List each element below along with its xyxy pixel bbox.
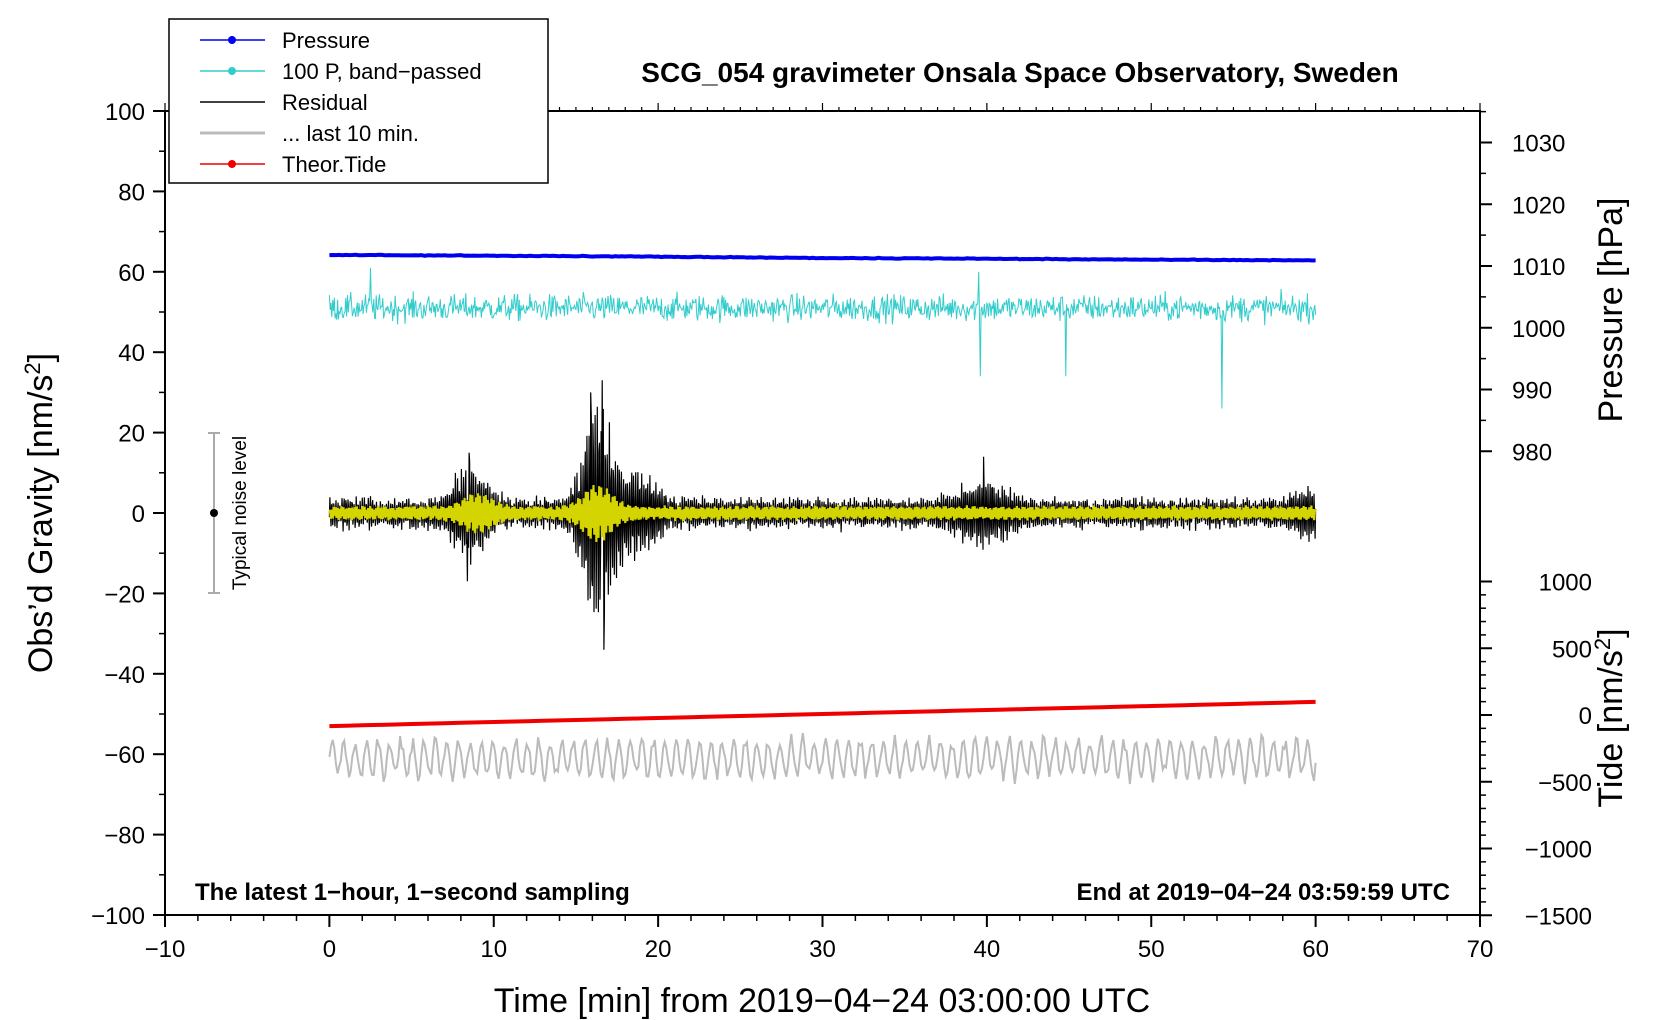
series-pressure-line xyxy=(329,252,1316,263)
pressure-tick-label: 980 xyxy=(1512,439,1552,466)
y-tick-label: 20 xyxy=(118,421,145,448)
legend-label: 100 P, band−passed xyxy=(282,59,482,84)
x-tick-label: 30 xyxy=(809,936,836,963)
x-tick-label: 0 xyxy=(323,936,336,963)
legend: Pressure 100 P, band−passed Residual ... la… xyxy=(168,18,549,184)
legend-entry: Theor.Tide xyxy=(200,152,386,177)
pressure-tick-label: 1000 xyxy=(1512,316,1565,343)
legend-entry: Pressure xyxy=(200,28,370,53)
legend-label: Pressure xyxy=(282,28,370,53)
series-long-period-line xyxy=(328,484,1317,543)
legend-marker xyxy=(228,67,236,75)
y-tick-label: 100 xyxy=(105,99,145,126)
legend-marker xyxy=(228,160,236,168)
x-tick-label: 60 xyxy=(1302,936,1329,963)
legend-entry: ... last 10 min. xyxy=(200,121,419,146)
chart-title: SCG_054 gravimeter Onsala Space Observat… xyxy=(641,57,1398,88)
y-tick-label: 80 xyxy=(118,179,145,206)
tide-tick-label: −1500 xyxy=(1525,903,1592,930)
series-layer xyxy=(328,252,1317,785)
series-band-passed-line xyxy=(328,267,1317,409)
legend-label: Residual xyxy=(282,90,368,115)
y-axis-title-tide: Tide [nm/s2] xyxy=(1590,628,1631,807)
y-tick-label: −20 xyxy=(104,581,145,608)
y-tick-label: 40 xyxy=(118,340,145,367)
y-tick-label: 0 xyxy=(132,501,145,528)
x-tick-label: 10 xyxy=(480,936,507,963)
series-last-10-min-line xyxy=(328,731,1317,785)
legend-entry: Residual xyxy=(200,90,368,115)
series-tide-line xyxy=(329,699,1316,729)
noise-level-label: Typical noise level xyxy=(230,436,251,590)
x-tick-label: 20 xyxy=(645,936,672,963)
y-tick-label: 60 xyxy=(118,260,145,287)
note-sampling: The latest 1−hour, 1−second sampling xyxy=(195,879,630,906)
legend-label: Theor.Tide xyxy=(282,152,386,177)
pressure-tick-label: 1010 xyxy=(1512,254,1565,281)
y-axis-title-left: Obs’d Gravity [nm/s2] xyxy=(20,353,61,673)
legend-label: ... last 10 min. xyxy=(282,121,419,146)
noise-level-indicator: Typical noise level xyxy=(208,432,251,594)
legend-marker xyxy=(228,36,236,44)
legend-entry: 100 P, band−passed xyxy=(200,59,482,84)
y-axis-title-pressure: Pressure [hPa] xyxy=(1592,198,1630,423)
y-tick-label: −60 xyxy=(104,742,145,769)
tide-tick-label: 0 xyxy=(1579,703,1592,730)
pressure-tick-label: 1030 xyxy=(1512,131,1565,158)
pressure-tick-label: 1020 xyxy=(1512,192,1565,219)
tide-tick-label: −500 xyxy=(1538,770,1592,797)
x-tick-label: −10 xyxy=(145,936,186,963)
y-tick-label: −100 xyxy=(91,903,145,930)
y-tick-label: −80 xyxy=(104,823,145,850)
x-tick-label: 70 xyxy=(1467,936,1494,963)
tide-tick-label: −1000 xyxy=(1525,837,1592,864)
x-tick-label: 50 xyxy=(1138,936,1165,963)
note-end-time: End at 2019−04−24 03:59:59 UTC xyxy=(1076,879,1450,906)
pressure-tick-label: 990 xyxy=(1512,378,1552,405)
x-axis-title: Time [min] from 2019−04−24 03:00:00 UTC xyxy=(494,982,1150,1020)
tide-tick-label: 500 xyxy=(1552,636,1592,663)
tide-tick-label: 1000 xyxy=(1539,570,1592,597)
y-tick-label: −40 xyxy=(104,662,145,689)
x-tick-label: 40 xyxy=(974,936,1001,963)
plot-frame xyxy=(164,110,1481,916)
